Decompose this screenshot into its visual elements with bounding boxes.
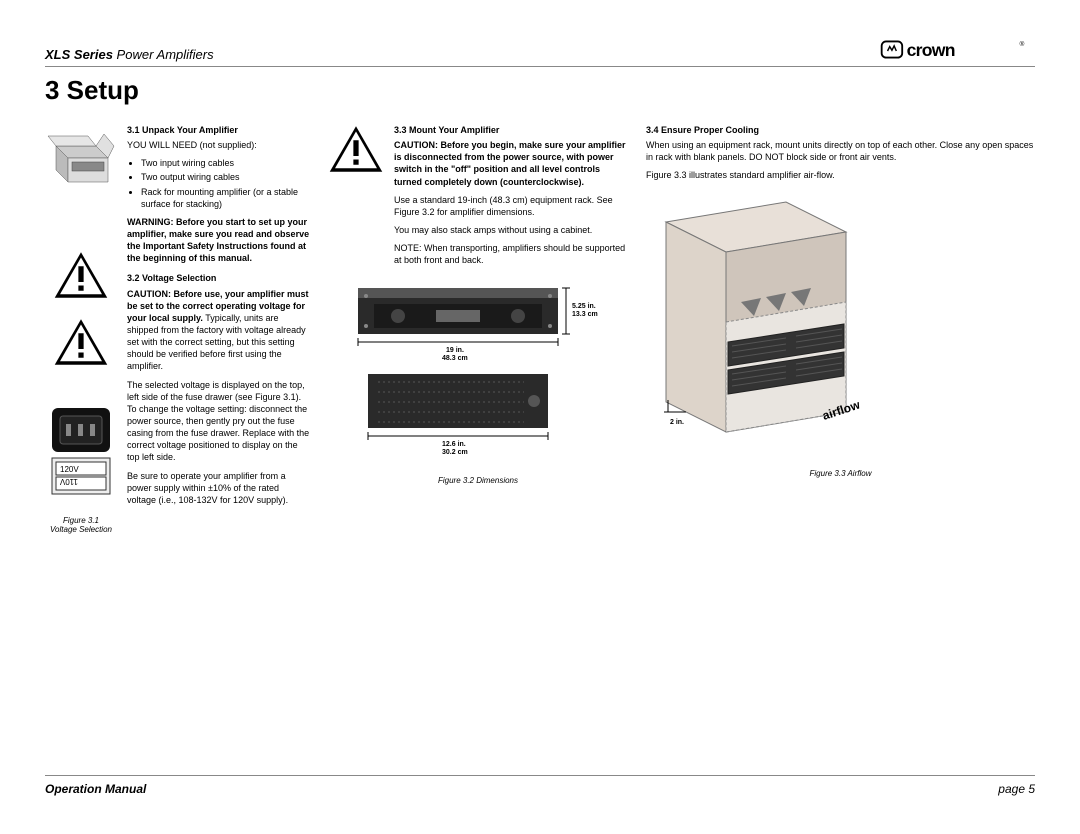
- figure-3-3-caption: Figure 3.3 Airflow: [646, 469, 1035, 480]
- page-header: XLS Series Power Amplifiers crown ®: [45, 40, 1035, 67]
- p-3-3-1: Use a standard 19-inch (48.3 cm) equipme…: [394, 194, 628, 218]
- svg-text:13.3 cm: 13.3 cm: [572, 311, 598, 318]
- figure-3-3: airflow 2 in. Figure 3.3 Airflow: [646, 192, 1035, 480]
- list-item: Two input wiring cables: [141, 157, 310, 169]
- footer-manual-label: Operation Manual: [45, 782, 146, 796]
- svg-text:48.3 cm: 48.3 cm: [442, 355, 468, 362]
- svg-text:110V: 110V: [59, 477, 78, 486]
- p-3-3-3: NOTE: When transporting, amplifiers shou…: [394, 242, 628, 266]
- p-3-3-2: You may also stack amps without using a …: [394, 224, 628, 236]
- column-2: 3.3 Mount Your Amplifier CAUTION: Before…: [328, 124, 628, 534]
- svg-text:12.6 in.: 12.6 in.: [442, 441, 466, 448]
- figure-3-1-caption: Figure 3.1 Voltage Selection: [50, 516, 112, 534]
- section-3-2-head: 3.2 Voltage Selection: [127, 272, 310, 284]
- footer-page-number: page 5: [998, 782, 1035, 796]
- svg-text:19 in.: 19 in.: [446, 347, 464, 354]
- need-label: YOU WILL NEED (not supplied):: [127, 139, 310, 151]
- open-box-icon: [46, 124, 116, 186]
- page-footer: Operation Manual page 5: [45, 775, 1035, 796]
- section-3-1-head: 3.1 Unpack Your Amplifier: [127, 124, 310, 136]
- caution-3-2: CAUTION: Before use, your amplifier must…: [127, 288, 310, 373]
- iec-voltage-icon: 120V 110V: [46, 404, 116, 500]
- p-3-4-2: Figure 3.3 illustrates standard amplifie…: [646, 169, 1035, 181]
- list-item: Two output wiring cables: [141, 171, 310, 183]
- section-3-4-head: 3.4 Ensure Proper Cooling: [646, 124, 1035, 136]
- svg-text:120V: 120V: [60, 465, 79, 474]
- svg-text:2 in.: 2 in.: [670, 419, 684, 426]
- svg-text:®: ®: [1020, 40, 1025, 48]
- col1-text: 3.1 Unpack Your Amplifier YOU WILL NEED …: [127, 124, 310, 534]
- figure-3-2-caption: Figure 3.2 Dimensions: [338, 476, 618, 487]
- svg-text:5.25 in.: 5.25 in.: [572, 303, 596, 310]
- p-3-2-2: The selected voltage is displayed on the…: [127, 379, 310, 464]
- column-1: 120V 110V Figure 3.1 Voltage Selection 3…: [45, 124, 310, 534]
- need-list: Two input wiring cables Two output wirin…: [141, 157, 310, 210]
- content-columns: 120V 110V Figure 3.1 Voltage Selection 3…: [45, 124, 1035, 534]
- warning-text: WARNING: Before you start to set up your…: [127, 216, 310, 265]
- column-3: 3.4 Ensure Proper Cooling When using an …: [646, 124, 1035, 534]
- warning-icon: [53, 250, 109, 305]
- figure-3-2: 5.25 in. 13.3 cm 19 in. 48.3 cm: [338, 278, 618, 486]
- brand-logo: crown ®: [875, 40, 1035, 62]
- col2-text: 3.3 Mount Your Amplifier CAUTION: Before…: [394, 124, 628, 534]
- col1-icons: 120V 110V Figure 3.1 Voltage Selection: [45, 124, 117, 534]
- p-3-2-3: Be sure to operate your amplifier from a…: [127, 470, 310, 506]
- svg-text:30.2 cm: 30.2 cm: [442, 449, 468, 456]
- series-rest: Power Amplifiers: [113, 47, 214, 62]
- section-3-3-head: 3.3 Mount Your Amplifier: [394, 124, 628, 136]
- warning-icon: [328, 124, 384, 179]
- caution-3-3: CAUTION: Before you begin, make sure you…: [394, 139, 628, 188]
- list-item: Rack for mounting amplifier (or a stable…: [141, 186, 310, 210]
- series-title: XLS Series Power Amplifiers: [45, 47, 214, 62]
- warning-icon: [53, 317, 109, 372]
- svg-text:crown: crown: [907, 40, 955, 60]
- chapter-title: 3 Setup: [45, 75, 1035, 106]
- p-3-4-1: When using an equipment rack, mount unit…: [646, 139, 1035, 163]
- series-bold: XLS Series: [45, 47, 113, 62]
